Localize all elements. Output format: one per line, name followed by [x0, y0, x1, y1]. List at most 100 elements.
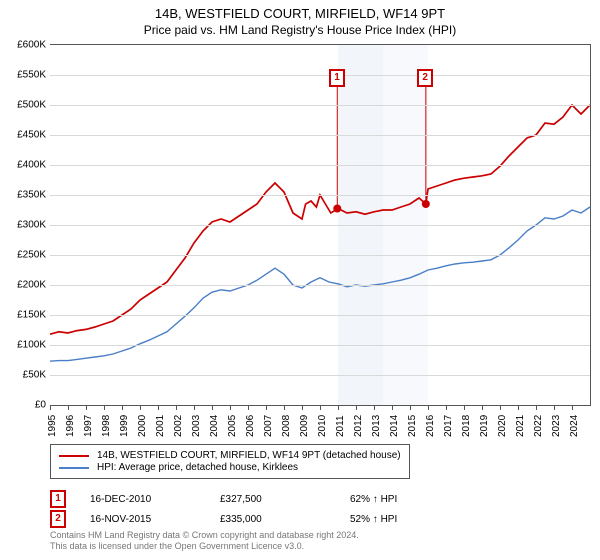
x-axis-label: 2003	[191, 415, 202, 437]
x-axis-tick	[338, 405, 339, 410]
y-axis-label: £500K	[4, 100, 46, 111]
x-axis-label: 2019	[479, 415, 490, 437]
gridline	[50, 255, 590, 256]
legend-row: 14B, WESTFIELD COURT, MIRFIELD, WF14 9PT…	[59, 450, 401, 461]
transaction-hpi: 52% ↑ HPI	[350, 514, 480, 525]
transaction-price: £327,500	[220, 494, 350, 505]
x-axis-tick	[554, 405, 555, 410]
x-axis-tick	[140, 405, 141, 410]
x-axis-label: 2009	[299, 415, 310, 437]
x-axis-label: 2018	[461, 415, 472, 437]
transaction-price: £335,000	[220, 514, 350, 525]
x-axis-tick	[302, 405, 303, 410]
marker-dot	[422, 200, 430, 208]
gridline	[50, 375, 590, 376]
x-axis-tick	[464, 405, 465, 410]
x-axis-tick	[68, 405, 69, 410]
x-axis-tick	[122, 405, 123, 410]
x-axis-label: 1998	[101, 415, 112, 437]
series-line	[50, 105, 590, 334]
legend-label: 14B, WESTFIELD COURT, MIRFIELD, WF14 9PT…	[97, 450, 401, 461]
legend-box: 14B, WESTFIELD COURT, MIRFIELD, WF14 9PT…	[50, 444, 410, 479]
x-axis-tick	[158, 405, 159, 410]
x-axis-tick	[428, 405, 429, 410]
y-axis-label: £300K	[4, 220, 46, 231]
x-axis-tick	[446, 405, 447, 410]
y-axis-label: £550K	[4, 70, 46, 81]
x-axis-tick	[356, 405, 357, 410]
x-axis-label: 2017	[443, 415, 454, 437]
legend-swatch	[59, 467, 89, 469]
x-axis-label: 2004	[209, 415, 220, 437]
legend-swatch	[59, 455, 89, 457]
x-axis-label: 1999	[119, 415, 130, 437]
y-axis-label: £0	[4, 400, 46, 411]
transaction-marker: 2	[50, 510, 66, 528]
x-axis-label: 2014	[389, 415, 400, 437]
marker-dot	[333, 205, 341, 213]
footer-line-2: This data is licensed under the Open Gov…	[50, 541, 359, 552]
x-axis-label: 2023	[551, 415, 562, 437]
x-axis-tick	[230, 405, 231, 410]
transaction-date: 16-DEC-2010	[90, 494, 220, 505]
x-axis-label: 2015	[407, 415, 418, 437]
x-axis-label: 2001	[155, 415, 166, 437]
y-axis-label: £600K	[4, 40, 46, 51]
x-axis-tick	[248, 405, 249, 410]
x-axis-label: 2012	[353, 415, 364, 437]
x-axis-label: 2000	[137, 415, 148, 437]
x-axis-label: 2006	[245, 415, 256, 437]
y-axis-label: £450K	[4, 130, 46, 141]
x-axis-tick	[50, 405, 51, 410]
x-axis-tick	[410, 405, 411, 410]
x-axis-tick	[374, 405, 375, 410]
gridline	[50, 165, 590, 166]
x-axis-tick	[518, 405, 519, 410]
x-axis-label: 2016	[425, 415, 436, 437]
y-axis-label: £50K	[4, 370, 46, 381]
gridline	[50, 135, 590, 136]
marker-box: 1	[329, 69, 345, 87]
x-axis-tick	[212, 405, 213, 410]
x-axis-label: 1995	[47, 415, 58, 437]
x-axis-tick	[176, 405, 177, 410]
y-axis-label: £400K	[4, 160, 46, 171]
y-axis-label: £150K	[4, 310, 46, 321]
chart-title: 14B, WESTFIELD COURT, MIRFIELD, WF14 9PT	[0, 0, 600, 21]
y-axis-label: £350K	[4, 190, 46, 201]
x-axis-label: 2008	[281, 415, 292, 437]
transaction-date: 16-NOV-2015	[90, 514, 220, 525]
x-axis-label: 2024	[569, 415, 580, 437]
x-axis-label: 2020	[497, 415, 508, 437]
gridline	[50, 285, 590, 286]
x-axis-label: 1997	[83, 415, 94, 437]
footer-text: Contains HM Land Registry data © Crown c…	[50, 530, 359, 553]
marker-box: 2	[417, 69, 433, 87]
y-axis-label: £100K	[4, 340, 46, 351]
table-row: 116-DEC-2010£327,50062% ↑ HPI	[50, 490, 480, 508]
transaction-hpi: 62% ↑ HPI	[350, 494, 480, 505]
x-axis-label: 2022	[533, 415, 544, 437]
footer-line-1: Contains HM Land Registry data © Crown c…	[50, 530, 359, 541]
y-axis-label: £250K	[4, 250, 46, 261]
x-axis-tick	[86, 405, 87, 410]
x-axis-label: 2002	[173, 415, 184, 437]
x-axis-tick	[266, 405, 267, 410]
x-axis-tick	[320, 405, 321, 410]
gridline	[50, 315, 590, 316]
x-axis-tick	[194, 405, 195, 410]
x-axis-label: 2005	[227, 415, 238, 437]
x-axis-tick	[536, 405, 537, 410]
gridline	[50, 345, 590, 346]
x-axis-label: 2011	[335, 415, 346, 437]
gridline	[50, 75, 590, 76]
gridline	[50, 195, 590, 196]
x-axis-label: 1996	[65, 415, 76, 437]
legend-row: HPI: Average price, detached house, Kirk…	[59, 462, 401, 473]
x-axis-tick	[572, 405, 573, 410]
x-axis-tick	[392, 405, 393, 410]
x-axis-label: 2007	[263, 415, 274, 437]
legend-label: HPI: Average price, detached house, Kirk…	[97, 462, 298, 473]
x-axis-tick	[104, 405, 105, 410]
gridline	[50, 225, 590, 226]
